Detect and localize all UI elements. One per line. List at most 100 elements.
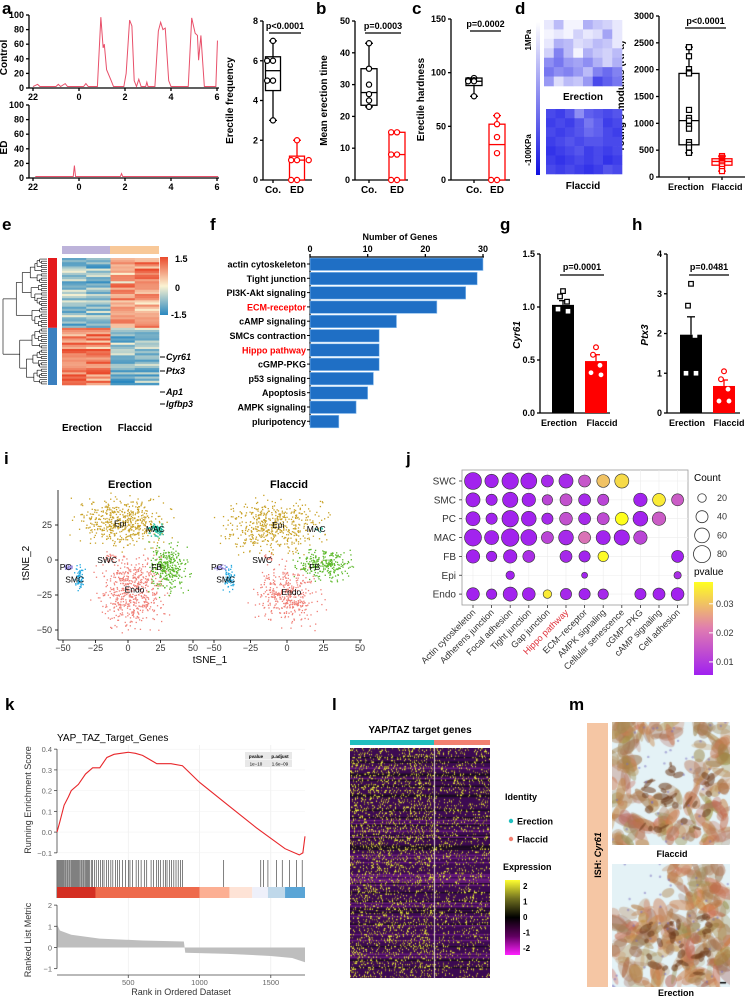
cell-point	[287, 546, 289, 548]
cell-point	[163, 566, 165, 568]
stiffness-cell	[612, 109, 623, 119]
cell-point	[147, 602, 149, 604]
cell-point	[144, 531, 146, 533]
cell-point	[114, 534, 116, 536]
cell-point	[145, 589, 148, 592]
legend-dot	[508, 818, 514, 824]
cell-point	[258, 615, 260, 617]
cell-point	[274, 501, 276, 504]
cell-point	[138, 605, 141, 607]
cell-point	[263, 519, 266, 521]
cell-point	[118, 511, 120, 513]
cell-point	[274, 518, 276, 520]
cell-point	[125, 601, 127, 603]
expression-cell	[86, 346, 111, 350]
expression-cell	[62, 329, 87, 333]
cell-point	[164, 571, 166, 573]
cell-point	[269, 519, 271, 521]
cell-point	[136, 607, 139, 609]
stiffness-cell	[563, 20, 574, 30]
cell-point	[299, 507, 301, 509]
cell-point	[141, 511, 143, 513]
cell-point	[146, 609, 149, 611]
stiffness-cell	[544, 29, 555, 40]
cell-point	[80, 585, 82, 587]
cell-point	[255, 538, 257, 540]
cell-point	[269, 591, 272, 594]
cell-point	[266, 530, 268, 532]
cell-point	[129, 579, 131, 582]
cell-point	[339, 556, 341, 558]
cell-point	[113, 582, 115, 584]
cell-point	[153, 598, 155, 600]
cell-point	[322, 569, 325, 571]
cell-point	[236, 543, 238, 545]
dot	[558, 529, 574, 546]
legend-dot	[693, 545, 711, 563]
x-tick-label: 2	[122, 182, 127, 192]
stiffness-cell	[563, 57, 574, 68]
stiffness-cell	[555, 118, 566, 128]
cell-point	[129, 595, 132, 597]
colorbar-label: 0.03	[716, 599, 734, 609]
cell-point	[277, 607, 279, 609]
cell-point	[270, 596, 273, 598]
cell-point	[141, 585, 143, 588]
cluster-label: SMC	[65, 575, 84, 585]
cell-point	[337, 554, 339, 556]
cell-point	[281, 558, 283, 560]
expression-cell	[110, 298, 135, 301]
cell-point	[146, 515, 148, 517]
cell-point	[236, 528, 238, 530]
category-label: ED	[490, 185, 504, 196]
cell-point	[71, 565, 73, 567]
expression-cell	[110, 283, 135, 286]
dot	[652, 587, 666, 601]
stiffness-cell	[584, 118, 594, 128]
cell-point	[155, 568, 157, 570]
cell-point	[232, 534, 234, 536]
expression-cell	[110, 315, 135, 318]
cell-point	[224, 536, 226, 538]
cell-point	[115, 594, 117, 596]
cell-point	[138, 537, 140, 539]
cell-point	[281, 596, 284, 598]
expression-cell	[134, 374, 160, 377]
expression-cell	[62, 302, 87, 305]
cell-point	[301, 513, 303, 515]
cell-point	[91, 529, 93, 531]
cell-point	[264, 556, 267, 558]
cell-point	[306, 537, 309, 540]
dot	[614, 473, 630, 489]
cell-point	[252, 542, 254, 544]
cell-point	[114, 591, 116, 593]
cell-point	[281, 510, 284, 512]
cell-point	[279, 578, 282, 580]
cell-point	[145, 532, 148, 534]
expression-cell	[62, 353, 87, 356]
y-tick-label: 0.2	[42, 787, 52, 796]
cell-point	[273, 505, 276, 507]
cell-point	[144, 605, 146, 608]
cell-point	[103, 522, 105, 524]
cell-point	[169, 586, 172, 588]
cell-point	[122, 577, 124, 580]
cell-point	[122, 571, 124, 573]
cell-point	[103, 594, 106, 597]
cell-point	[147, 578, 149, 580]
cell-point	[323, 557, 325, 559]
cell-point	[131, 529, 133, 531]
cell-point	[142, 591, 144, 593]
expression-cell	[62, 317, 87, 320]
x-tick-label: 30	[478, 244, 488, 254]
expression-cell	[110, 285, 135, 288]
dot	[485, 493, 498, 506]
cell-point	[154, 559, 156, 561]
data-point	[387, 129, 395, 136]
cell-point	[314, 571, 317, 574]
cell-point	[91, 516, 93, 518]
cell-point	[161, 518, 163, 520]
y-tick-label: 1.5	[522, 249, 535, 259]
cell-point	[230, 564, 233, 567]
expression-cell	[62, 361, 87, 365]
